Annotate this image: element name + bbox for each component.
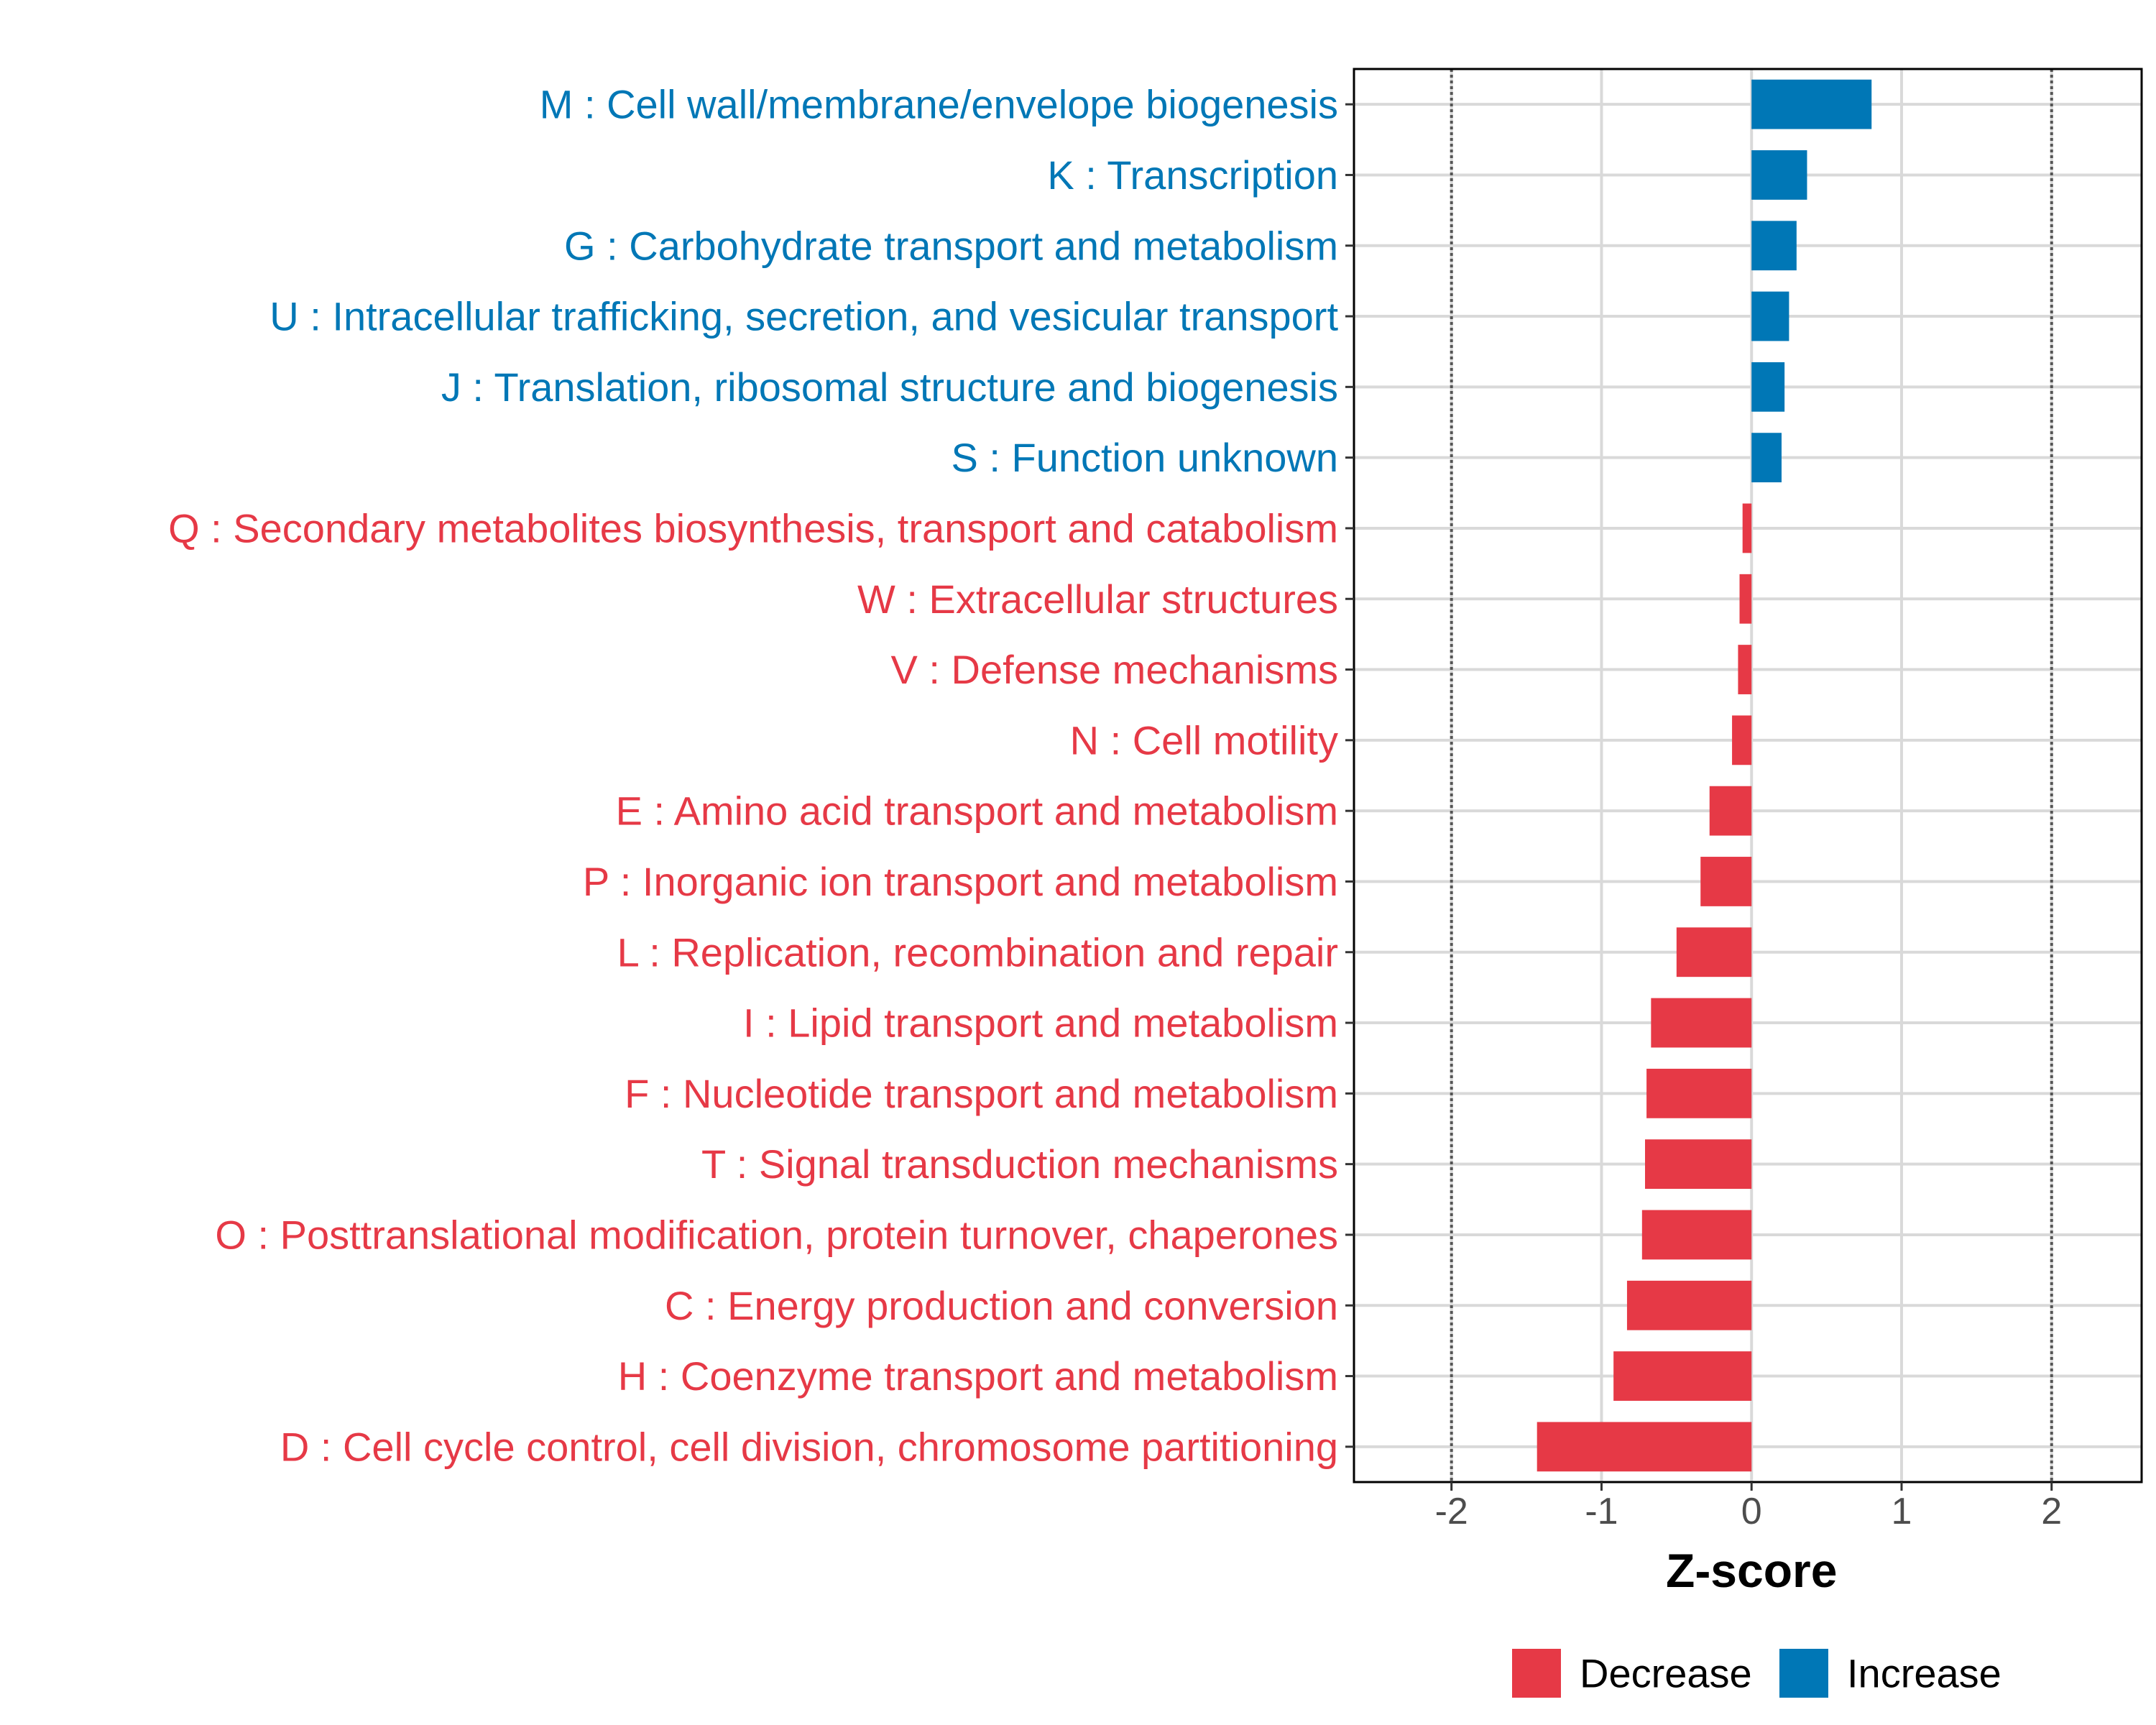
- panel-border: [1353, 68, 2143, 1484]
- category-label: K : Transcription: [1047, 152, 1338, 198]
- bar-increase: [1751, 150, 1807, 200]
- bar-decrease: [1676, 927, 1752, 978]
- bar-decrease: [1644, 1139, 1752, 1190]
- category-label: L : Replication, recombination and repai…: [617, 929, 1338, 975]
- category-label: E : Amino acid transport and metabolism: [616, 788, 1338, 834]
- bar-increase: [1751, 433, 1782, 483]
- category-label: T : Signal transduction mechanisms: [701, 1141, 1338, 1187]
- bar-decrease: [1613, 1351, 1752, 1401]
- category-label: I : Lipid transport and metabolism: [743, 1000, 1338, 1046]
- category-label: U : Intracellular trafficking, secretion…: [270, 294, 1338, 339]
- legend-swatch-decrease: [1512, 1649, 1561, 1698]
- category-label: C : Energy production and conversion: [665, 1283, 1338, 1328]
- bar-decrease: [1700, 857, 1752, 906]
- bar-increase: [1751, 291, 1789, 341]
- bar-increase: [1751, 221, 1797, 271]
- x-tick-label: 0: [1741, 1491, 1762, 1532]
- bar-decrease: [1732, 715, 1752, 765]
- bar-decrease: [1739, 574, 1752, 624]
- x-tick-label: -1: [1585, 1491, 1618, 1532]
- bar-decrease: [1646, 1068, 1752, 1118]
- category-labels: M : Cell wall/membrane/envelope biogenes…: [168, 82, 1338, 1470]
- bar-decrease: [1738, 645, 1752, 694]
- bar-increase: [1751, 362, 1785, 412]
- bar-decrease: [1651, 998, 1752, 1048]
- bar-decrease: [1641, 1210, 1752, 1260]
- x-tick-label: -2: [1435, 1491, 1468, 1532]
- x-axis-title: Z-score: [1666, 1544, 1837, 1597]
- x-tick-label: 2: [2041, 1491, 2062, 1532]
- category-label: V : Defense mechanisms: [891, 647, 1338, 692]
- y-tick-marks: [1345, 103, 1354, 1448]
- category-label: D : Cell cycle control, cell division, c…: [280, 1424, 1338, 1469]
- legend-swatch-increase: [1779, 1649, 1828, 1698]
- bar-decrease: [1537, 1422, 1752, 1472]
- bar-decrease: [1709, 786, 1752, 836]
- category-label: H : Coenzyme transport and metabolism: [618, 1353, 1338, 1399]
- category-label: F : Nucleotide transport and metabolism: [625, 1071, 1338, 1116]
- category-label: W : Extracellular structures: [857, 576, 1338, 622]
- category-label: J : Translation, ribosomal structure and…: [441, 364, 1338, 410]
- bar-decrease: [1626, 1280, 1752, 1330]
- category-label: O : Posttranslational modification, prot…: [215, 1212, 1338, 1257]
- legend-label-decrease: Decrease: [1580, 1651, 1752, 1696]
- category-label: P : Inorganic ion transport and metaboli…: [583, 859, 1338, 904]
- x-tick-label: 1: [1892, 1491, 1912, 1532]
- bar-decrease: [1742, 503, 1752, 553]
- category-label: M : Cell wall/membrane/envelope biogenes…: [540, 82, 1338, 127]
- legend: Decrease Increase: [1512, 1649, 2001, 1698]
- bar-increase: [1751, 79, 1872, 129]
- category-label: N : Cell motility: [1070, 717, 1338, 763]
- bars: [1537, 79, 1872, 1472]
- x-axis: -2 -1 0 1 2: [1435, 1482, 2062, 1532]
- category-label: G : Carbohydrate transport and metabolis…: [564, 223, 1338, 268]
- category-label: Q : Secondary metabolites biosynthesis, …: [168, 505, 1338, 551]
- category-label: S : Function unknown: [951, 435, 1338, 480]
- legend-label-increase: Increase: [1847, 1651, 2001, 1696]
